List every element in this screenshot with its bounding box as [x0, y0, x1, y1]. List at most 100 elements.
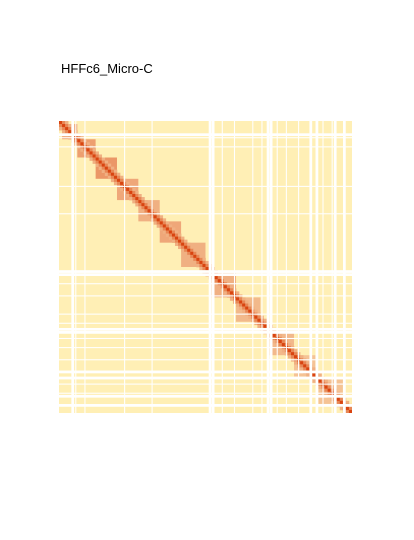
gap-row: [59, 273, 352, 276]
diagonal-cell: [181, 248, 185, 253]
diagonal-cell: [190, 245, 194, 250]
diagonal-cell: [272, 333, 276, 338]
diagonal-cell: [196, 263, 200, 268]
gap-column: [151, 121, 153, 413]
diagonal-cell: [147, 209, 151, 213]
diagonal-cell: [86, 148, 90, 152]
diagonal-cell: [110, 175, 115, 180]
diagonal-cell: [223, 291, 228, 295]
diagonal-cell: [135, 197, 139, 201]
diagonal-cell: [202, 263, 206, 268]
chart-title: HFFc6_Micro-C: [61, 61, 153, 76]
diagonal-cell: [339, 400, 344, 405]
diagonal-cell: [257, 324, 261, 329]
diagonal-cell: [199, 260, 203, 265]
diagonal-cell: [290, 352, 295, 356]
diagonal-cell: [120, 175, 124, 180]
diagonal-cell: [138, 203, 142, 207]
diagonal-cell: [147, 206, 151, 210]
diagonal-cell: [196, 260, 200, 265]
diagonal-cell: [184, 245, 188, 250]
diagonal-cell: [214, 279, 219, 283]
diagonal-cell: [181, 245, 185, 250]
diagonal-cell: [107, 175, 112, 180]
diagonal-cell: [248, 303, 252, 307]
diagonal-cell: [104, 163, 109, 167]
diagonal-cell: [327, 388, 331, 393]
diagonal-cell: [156, 215, 161, 219]
diagonal-cell: [120, 187, 124, 192]
diagonal-cell: [263, 324, 267, 329]
gap-row: [59, 347, 352, 349]
diagonal-cell: [104, 160, 109, 164]
diagonal-cell: [92, 151, 96, 155]
diagonal-cell: [98, 166, 103, 170]
diagonal-cell: [217, 276, 222, 280]
diagonal-cell: [147, 215, 151, 219]
diagonal-cell: [165, 221, 170, 225]
diagonal-cell: [300, 367, 304, 371]
gap-row: [59, 376, 352, 380]
diagonal-cell: [187, 248, 191, 253]
gap-column: [75, 121, 77, 413]
diagonal-cell: [202, 267, 206, 271]
diagonal-cell: [202, 257, 206, 262]
diagonal-cell: [126, 181, 130, 186]
diagonal-cell: [62, 127, 66, 131]
diagonal-cell: [294, 355, 298, 359]
diagonal-cell: [65, 124, 69, 128]
gap-row: [59, 337, 352, 340]
gap-column: [252, 121, 254, 413]
diagonal-cell: [248, 315, 252, 320]
diagonal-cell: [162, 218, 167, 222]
diagonal-cell: [239, 303, 243, 307]
diagonal-cell: [129, 197, 133, 201]
diagonal-cell: [89, 148, 93, 152]
diagonal-cell: [242, 297, 246, 301]
diagonal-cell: [306, 367, 310, 371]
gap-row: [59, 331, 352, 334]
diagonal-cell: [104, 172, 109, 177]
diagonal-cell: [263, 318, 267, 323]
diagonal-cell: [226, 285, 231, 289]
diagonal-cell: [92, 157, 96, 161]
diagonal-cell: [245, 309, 249, 313]
diagonal-cell: [95, 160, 99, 164]
diagonal-cell: [245, 306, 249, 310]
diagonal-cell: [324, 388, 328, 393]
diagonal-cell: [62, 124, 66, 128]
diagonal-cell: [162, 230, 167, 234]
gap-column: [309, 121, 313, 413]
diagonal-cell: [116, 181, 121, 186]
diagonal-cell: [236, 300, 240, 304]
diagonal-cell: [318, 373, 322, 377]
diagonal-cell: [181, 239, 185, 243]
diagonal-cell: [77, 142, 81, 146]
diagonal-cell: [245, 300, 249, 304]
diagonal-cell: [278, 333, 283, 338]
diagonal-cell: [190, 254, 194, 259]
diagonal-cell: [312, 373, 316, 377]
diagonal-cell: [184, 251, 188, 256]
diagonal-cell: [324, 379, 328, 383]
diagonal-cell: [95, 154, 99, 158]
diagonal-cell: [196, 251, 200, 256]
diagonal-cell: [300, 364, 304, 368]
diagonal-cell: [59, 124, 63, 128]
diagonal-cell: [165, 230, 170, 234]
diagonal-cell: [132, 197, 136, 201]
diagonal-cell: [181, 242, 185, 247]
diagonal-cell: [153, 221, 157, 225]
gap-column: [342, 121, 346, 413]
gap-column: [221, 121, 223, 413]
diagonal-cell: [120, 181, 124, 186]
diagonal-cell: [168, 230, 173, 234]
diagonal-cell: [98, 157, 103, 161]
diagonal-cell: [184, 242, 188, 247]
diagonal-cell: [290, 349, 295, 353]
diagonal-cell: [62, 130, 66, 134]
gap-row: [59, 283, 352, 285]
diagonal-cell: [336, 397, 341, 402]
diagonal-cell: [59, 127, 63, 131]
gap-column: [208, 121, 212, 413]
